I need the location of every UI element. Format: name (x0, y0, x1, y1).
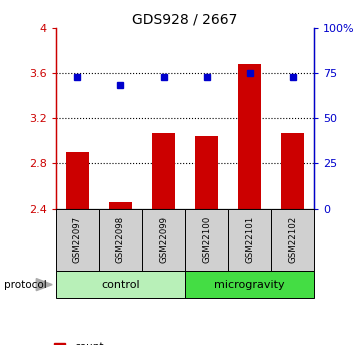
Text: GSM22102: GSM22102 (288, 216, 297, 263)
Text: GSM22100: GSM22100 (202, 216, 211, 263)
Text: GSM22097: GSM22097 (73, 216, 82, 263)
Bar (99, 209, 142, 271)
Text: GSM22101: GSM22101 (245, 216, 254, 263)
Bar (228, 209, 271, 271)
Bar (142, 209, 185, 271)
Bar (56, 271, 185, 298)
Text: count: count (74, 342, 104, 345)
Bar (281, 134, 304, 209)
Bar (238, 64, 261, 209)
Bar (185, 271, 314, 298)
Bar (109, 203, 132, 209)
Bar (271, 209, 314, 271)
Text: GSM22098: GSM22098 (116, 216, 125, 263)
Text: control: control (101, 280, 140, 289)
Text: GSM22099: GSM22099 (159, 216, 168, 263)
Polygon shape (36, 279, 52, 290)
Bar (152, 134, 175, 209)
Bar (54, 343, 65, 345)
Bar (66, 151, 89, 209)
Bar (56, 209, 99, 271)
Text: microgravity: microgravity (214, 280, 285, 289)
Title: GDS928 / 2667: GDS928 / 2667 (132, 12, 238, 27)
Bar (185, 209, 228, 271)
Text: protocol: protocol (4, 280, 46, 289)
Bar (195, 136, 218, 209)
